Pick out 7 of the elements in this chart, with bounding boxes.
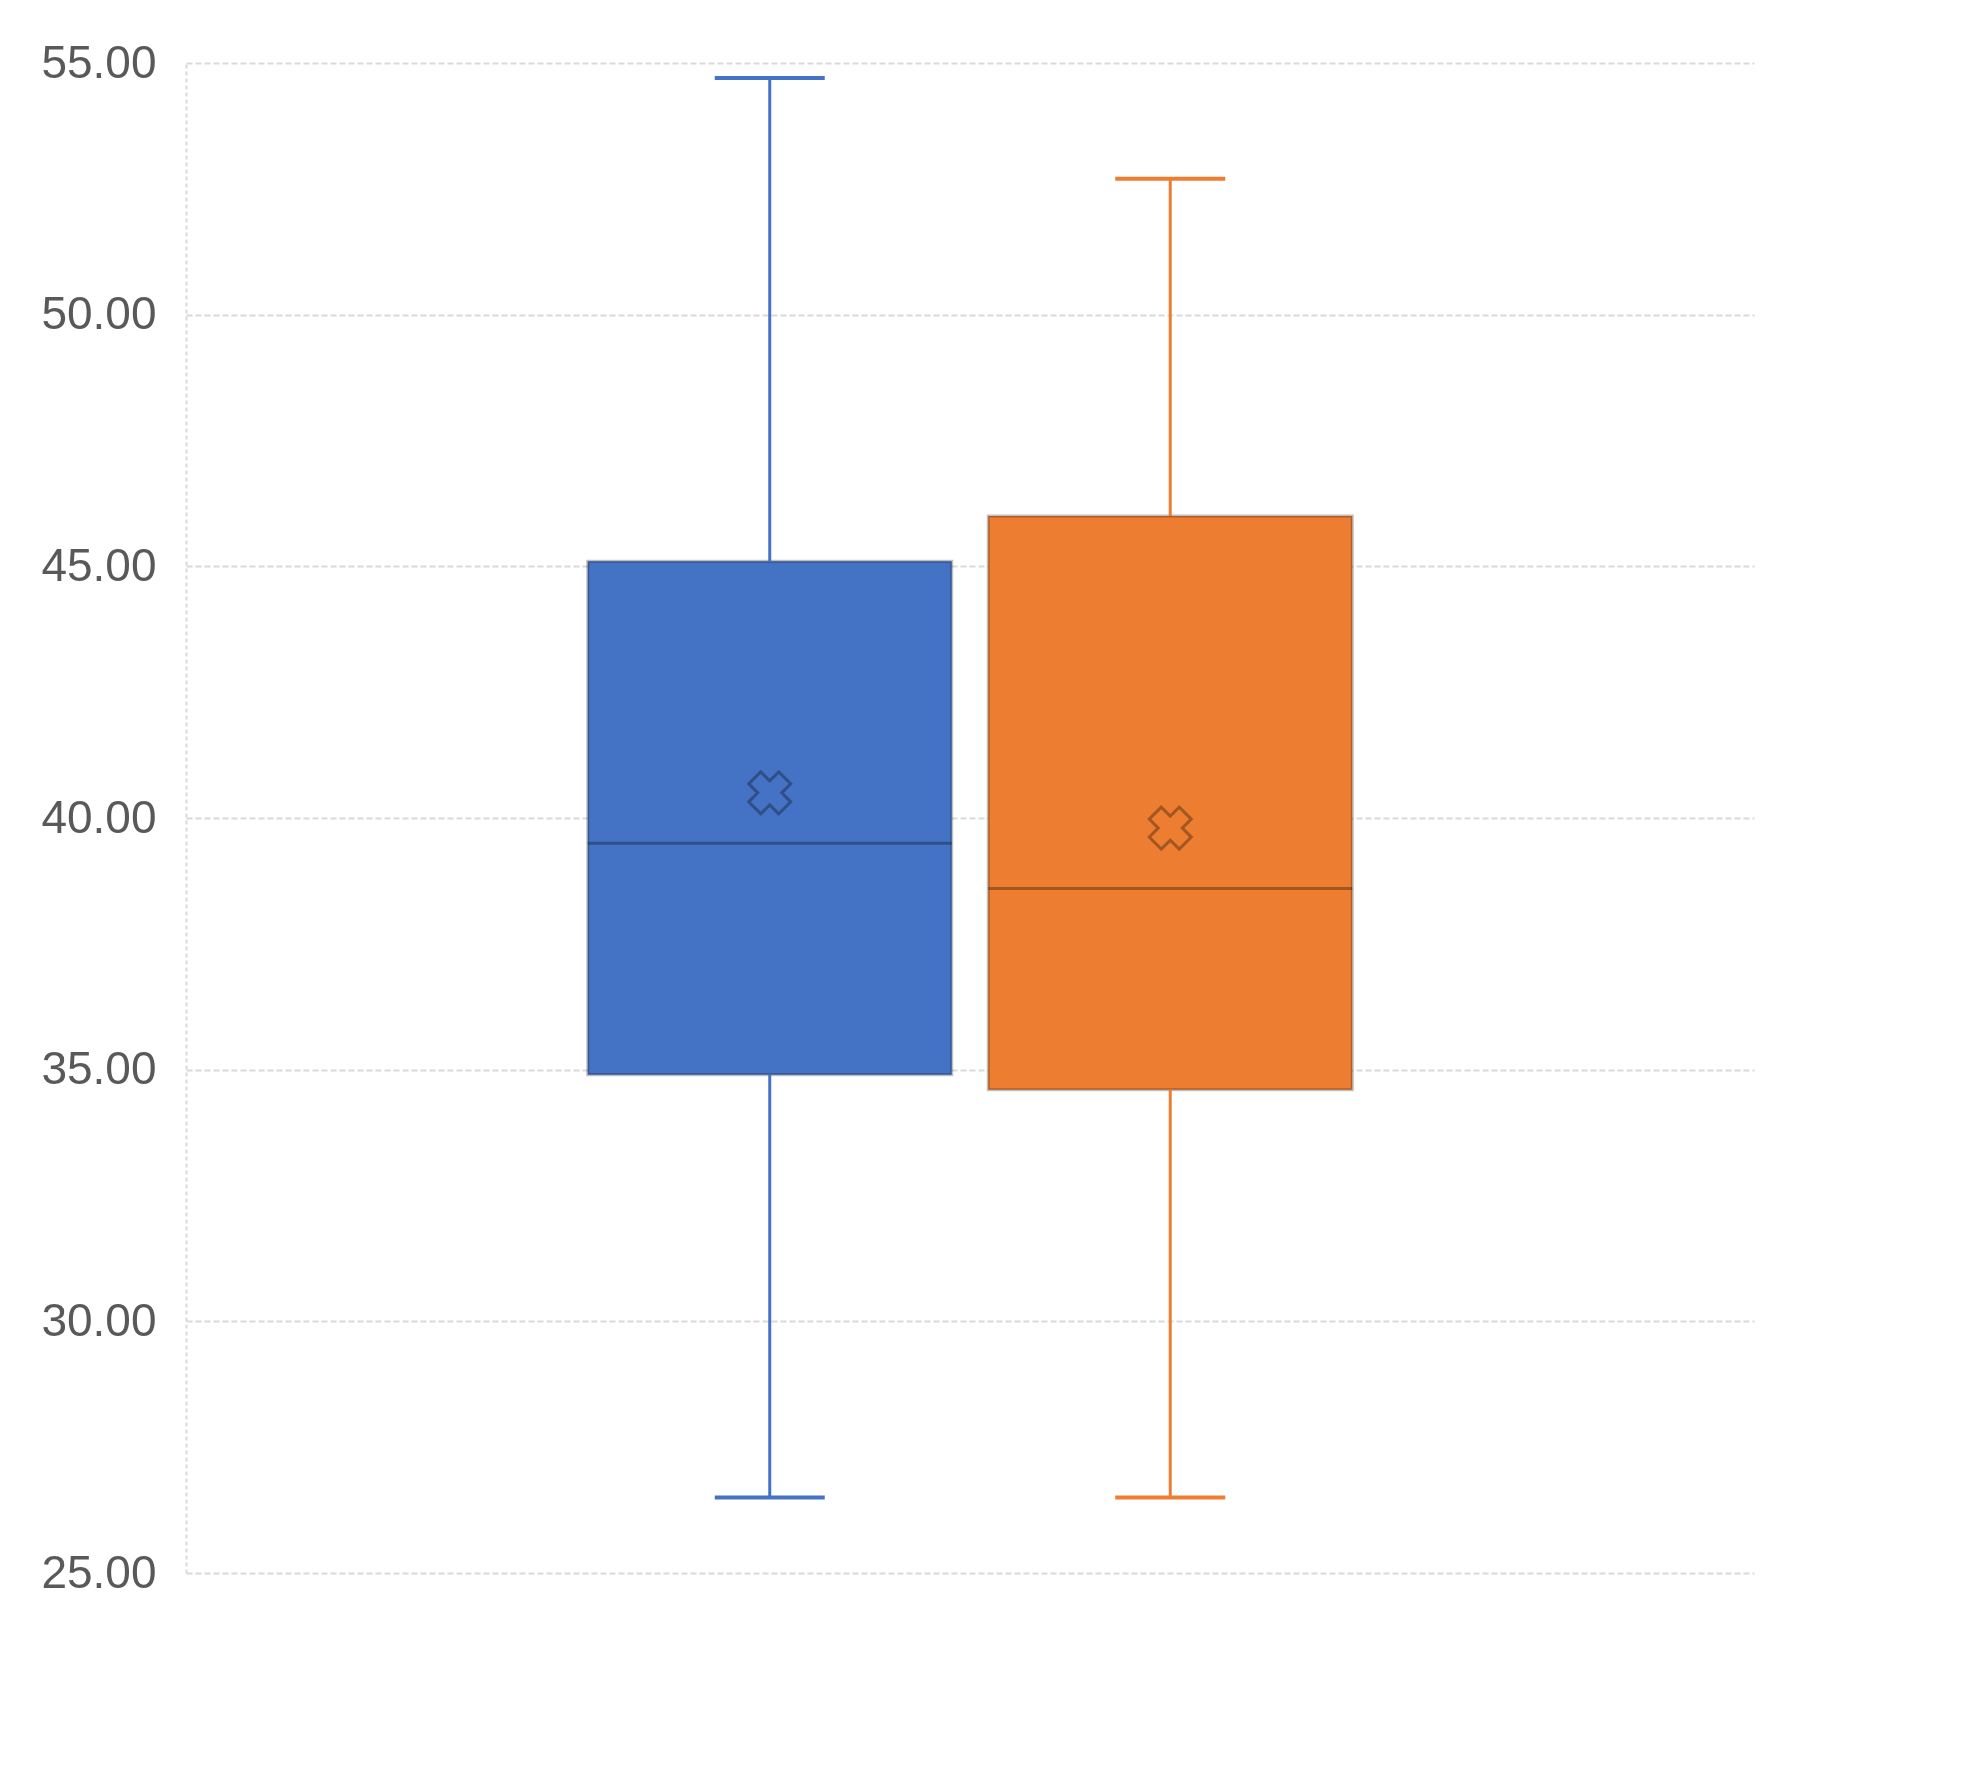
y-tick-label: 50.00 bbox=[41, 287, 157, 340]
y-tick-label: 25.00 bbox=[41, 1545, 157, 1598]
y-tick-label: 35.00 bbox=[41, 1042, 157, 1095]
y-tick-label: 30.00 bbox=[41, 1293, 157, 1346]
y-tick-label: 45.00 bbox=[41, 538, 157, 591]
y-tick-label: 55.00 bbox=[41, 35, 157, 88]
y-tick-label: 40.00 bbox=[41, 790, 157, 843]
